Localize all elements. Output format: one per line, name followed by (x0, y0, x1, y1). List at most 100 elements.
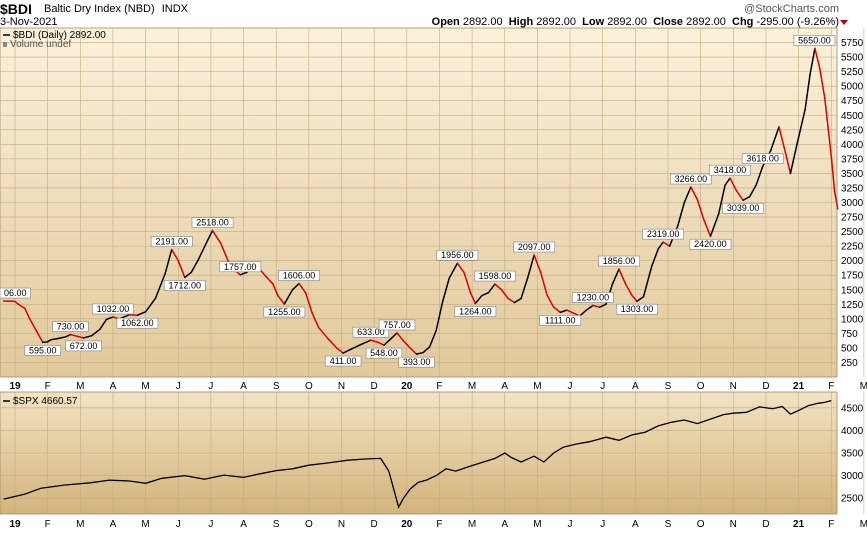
value-label: 3418.00 (714, 165, 747, 175)
bdi-segment (211, 229, 222, 244)
value-label-box (436, 249, 479, 261)
bdi-segment (717, 184, 726, 215)
bdi-segment (566, 309, 575, 314)
close-value: 2892.00 (686, 16, 726, 28)
bdi-segment (317, 326, 330, 340)
bdi-segment (206, 229, 214, 242)
value-label-box (92, 303, 134, 315)
y-tick-label: 4000 (841, 140, 864, 151)
x-tick-label: A (632, 519, 639, 530)
x-tick-label: O (305, 381, 313, 392)
instrument-title: Baltic Dry Index (NBD) (44, 3, 155, 15)
value-label: 1606.00 (283, 271, 316, 281)
y-tick-label: 5500 (841, 53, 864, 64)
value-label: 730.00 (57, 322, 85, 332)
bdi-segment (463, 271, 472, 294)
bdi-segment (748, 184, 757, 198)
down-triangle-icon (840, 20, 848, 25)
value-label: 5650.00 (798, 35, 831, 45)
value-label-box (163, 280, 206, 291)
value-label-box (365, 347, 403, 359)
bdi-segment (370, 339, 379, 343)
bdi-segment (598, 303, 607, 308)
y-tick-label: 5000 (841, 82, 864, 93)
bdi-segment (474, 294, 483, 305)
value-label-box (352, 326, 390, 338)
bdi-segment (277, 294, 286, 305)
bdi-segment (481, 291, 490, 297)
value-label: 1032.00 (97, 304, 130, 314)
open-label: Open (431, 16, 460, 28)
value-label-box (642, 228, 684, 240)
y-tick-label: 3750 (841, 154, 864, 165)
bdi-segment (579, 309, 588, 317)
value-label-box (278, 270, 320, 281)
bdi-segment (435, 300, 444, 332)
x-tick-label: J (568, 519, 573, 530)
x-tick-label: 20 (401, 381, 413, 392)
bdi-segment (618, 268, 627, 285)
value-label-box (398, 356, 435, 368)
spx-legend: $SPX 4660.57 (13, 396, 78, 407)
bdi-segment (99, 318, 108, 331)
value-label: 2518.00 (196, 218, 229, 228)
x-tick-label: M (533, 519, 541, 530)
value-label: 1264.00 (459, 306, 492, 316)
bdi-segment (402, 340, 411, 349)
bdi-segment (170, 248, 179, 262)
bdi-segment (827, 126, 832, 157)
x-tick-label: A (632, 381, 639, 392)
bdi-segment (755, 165, 764, 186)
bdi-segment (611, 268, 620, 285)
x-tick-label: D (762, 381, 769, 392)
quote-date: 3-Nov-2021 (0, 16, 58, 28)
bdi-segment (709, 213, 720, 237)
value-label: 3266.00 (675, 174, 708, 184)
value-label-box (150, 236, 193, 247)
x-tick-label: O (697, 381, 705, 392)
bdi-segment (327, 338, 338, 349)
x-tick-label: F (828, 519, 834, 530)
x-tick-label: A (240, 519, 247, 530)
bdi-segment (164, 248, 173, 275)
bdi-segment (683, 186, 692, 204)
bdi-segment (42, 341, 49, 344)
bdi-segment (796, 108, 806, 146)
bdi-segment (631, 294, 638, 302)
ohlc-readout: Open 2892.00 High 2892.00 Low 2892.00 Cl… (432, 16, 839, 28)
bdi-segment (784, 152, 792, 175)
bdi-segment (272, 283, 279, 297)
value-label-box (191, 217, 234, 228)
x-tick-label: M (141, 519, 149, 530)
x-tick-label: J (208, 381, 213, 392)
bdi-segment (197, 239, 209, 262)
bdi-segment (154, 272, 166, 300)
bdi-segment (662, 241, 671, 247)
bdi-segment (144, 297, 157, 313)
x-tick-label: M (141, 381, 149, 392)
bdi-segment (533, 254, 542, 274)
bdi-segment (742, 195, 751, 201)
value-label: 672.00 (70, 341, 98, 351)
x-tick-label: F (436, 519, 442, 530)
y-tick-label: 3500 (841, 449, 864, 460)
bdi-segment (778, 126, 787, 154)
x-tick-label: J (176, 381, 181, 392)
bdi-segment (559, 309, 568, 314)
value-label-box (474, 270, 516, 282)
value-label: 1598.00 (479, 271, 512, 281)
open-value: 2892.00 (462, 16, 503, 28)
bdi-segment (184, 271, 193, 279)
bdi-segment (487, 283, 496, 294)
value-label-box (793, 35, 836, 46)
value-label: 1255.00 (268, 307, 301, 317)
bdi-segment (636, 295, 645, 302)
x-tick-label: F (45, 381, 51, 392)
high-label: High (508, 16, 534, 28)
bdi-segment (456, 262, 465, 274)
x-tick-label: M (76, 381, 84, 392)
bdi-segment (35, 329, 44, 344)
value-label: 1062.00 (121, 318, 154, 328)
bdi-segment (24, 307, 31, 320)
chg-label: Chg (732, 16, 754, 28)
